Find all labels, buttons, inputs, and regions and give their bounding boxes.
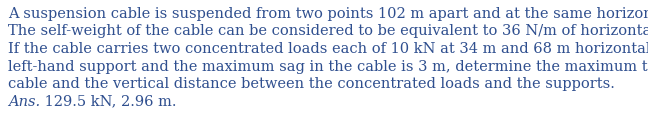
Text: cable and the vertical distance between the concentrated loads and the supports.: cable and the vertical distance between … — [8, 77, 615, 91]
Text: If the cable carries two concentrated loads each of 10 kN at 34 m and 68 m horiz: If the cable carries two concentrated lo… — [8, 42, 648, 56]
Text: 129.5 kN, 2.96 m.: 129.5 kN, 2.96 m. — [40, 95, 177, 109]
Text: Ans.: Ans. — [8, 95, 40, 109]
Text: left-hand support and the maximum sag in the cable is 3 m, determine the maximum: left-hand support and the maximum sag in… — [8, 60, 648, 74]
Text: The self-weight of the cable can be considered to be equivalent to 36 N/m of hor: The self-weight of the cable can be cons… — [8, 25, 648, 39]
Text: A suspension cable is suspended from two points 102 m apart and at the same hori: A suspension cable is suspended from two… — [8, 7, 648, 21]
